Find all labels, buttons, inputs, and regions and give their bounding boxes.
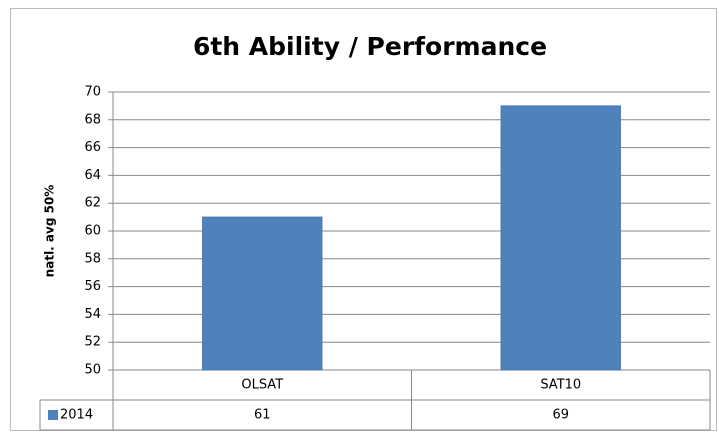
y-tick-label: 58 [84,251,101,266]
y-tick-label: 64 [84,168,101,183]
y-tick-label: 70 [84,85,101,100]
legend-label: 2014 [60,408,93,423]
y-tick-label: 54 [84,307,101,322]
y-tick-label: 50 [84,363,101,378]
x-tick-label: SAT10 [540,378,581,393]
y-tick-label: 60 [84,224,101,239]
table-value: 69 [552,408,569,423]
bar [500,105,621,371]
bar [202,216,323,371]
chart-title: 6th Ability / Performance [193,32,547,61]
y-tick-label: 66 [84,140,101,155]
y-tick-label: 62 [84,196,101,211]
legend-swatch [48,410,58,420]
x-tick-label: OLSAT [241,378,283,393]
table-value: 61 [254,408,271,423]
y-tick-label: 68 [84,112,101,127]
y-tick-label: 56 [84,279,101,294]
y-axis-label: natl. avg 50% [43,185,57,278]
y-tick-label: 52 [84,335,101,350]
